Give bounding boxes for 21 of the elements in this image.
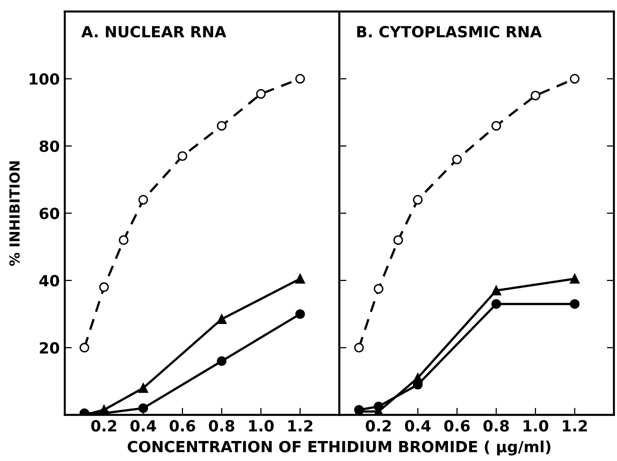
x-axis-title: CONCENTRATION OF ETHIDIUM BROMIDE ( μg/ml) [128, 440, 550, 456]
y-tick-label: 20 [40, 342, 60, 354]
x-tick-label: 1.0 [249, 420, 274, 432]
x-tick-label: 0.6 [444, 420, 470, 432]
x-tick-label: 0.6 [170, 420, 196, 432]
x-tick-label: 0.8 [208, 420, 234, 432]
x-tick-label: 0.2 [91, 420, 116, 432]
y-tick-label: 80 [40, 140, 60, 152]
y-axis-title: % INHIBITION [9, 161, 20, 266]
x-tick-label: 1.0 [524, 420, 548, 432]
x-tick-label: 0.8 [483, 420, 509, 432]
x-tick-label: 1.2 [288, 420, 312, 432]
y-tick-label: 60 [40, 208, 60, 220]
y-tick-label: 40 [39, 274, 60, 286]
text: B. CYTOPLASMIC RNA [357, 26, 542, 38]
x-tick-label: 0.4 [404, 420, 431, 432]
y-tick-label: 100 [30, 73, 60, 85]
text: A. NUCLEAR RNA [81, 26, 226, 38]
x-tick-label: 0.2 [366, 420, 391, 432]
x-tick-label: 0.4 [130, 420, 156, 432]
x-tick-label: 1.2 [562, 420, 587, 432]
